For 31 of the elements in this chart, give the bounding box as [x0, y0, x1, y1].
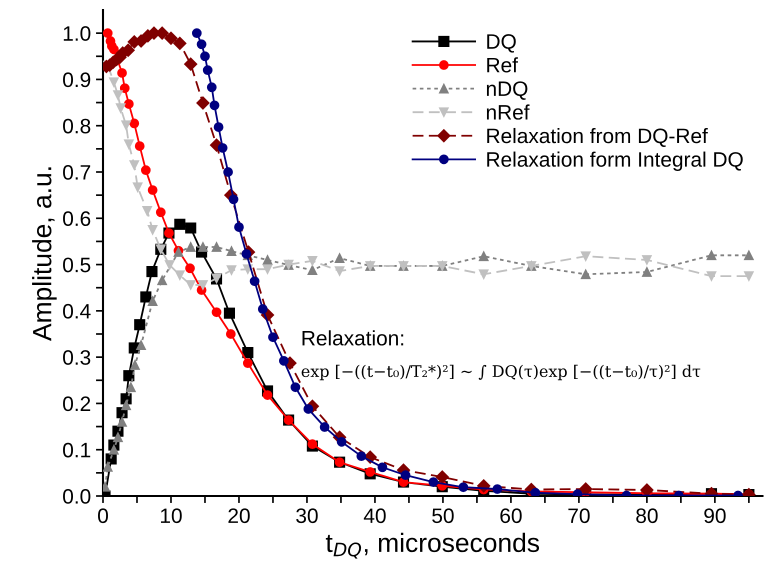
y-tick-label: 0.0 [63, 489, 90, 504]
x-tick-label: 0 [98, 508, 108, 524]
y-tick-label: 0.8 [63, 118, 90, 134]
legend-label: Relaxation form Integral DQ [487, 152, 743, 171]
x-axis-title: t$_{DQ}$, microseconds [326, 532, 540, 559]
x-tick-label: 60 [500, 508, 522, 524]
legend-label: Relaxation from DQ-Ref [487, 128, 708, 147]
x-tick-label: 70 [568, 508, 590, 524]
y-tick-label: 1.0 [64, 26, 90, 41]
y-tick-label: 0.3 [63, 350, 90, 365]
x-tick-label: 40 [364, 508, 386, 524]
y-tick-label: 0.2 [63, 396, 90, 412]
x-tick-label: 50 [432, 508, 454, 524]
x-tick-label: 90 [704, 508, 726, 524]
y-axis-title: Amplitude, a.u. [32, 167, 57, 341]
y-tick-label: 0.6 [63, 211, 90, 226]
x-tick-label: 30 [296, 508, 318, 524]
legend-label: nDQ [486, 81, 528, 100]
x-tick-label: 20 [228, 508, 250, 524]
annotation: Relaxation: [302, 330, 404, 346]
y-tick-label: 0.7 [63, 165, 90, 180]
legend-label: nRef [486, 104, 530, 120]
legend-label: Ref [487, 57, 518, 72]
y-tick-label: 0.4 [63, 304, 91, 319]
x-tick-label: 10 [160, 508, 182, 524]
y-tick-label: 0.1 [63, 442, 90, 458]
y-tick-label: 0.9 [63, 72, 90, 88]
annotation: exp [−((t−t₀)/T₂*)²] ~ ∫ DQ(τ)exp [−((t−t₀)/τ)²] dτ [302, 364, 700, 380]
y-tick-label: 0.5 [63, 258, 90, 272]
x-tick-label: 80 [636, 508, 658, 524]
legend-label: DQ [487, 34, 516, 53]
